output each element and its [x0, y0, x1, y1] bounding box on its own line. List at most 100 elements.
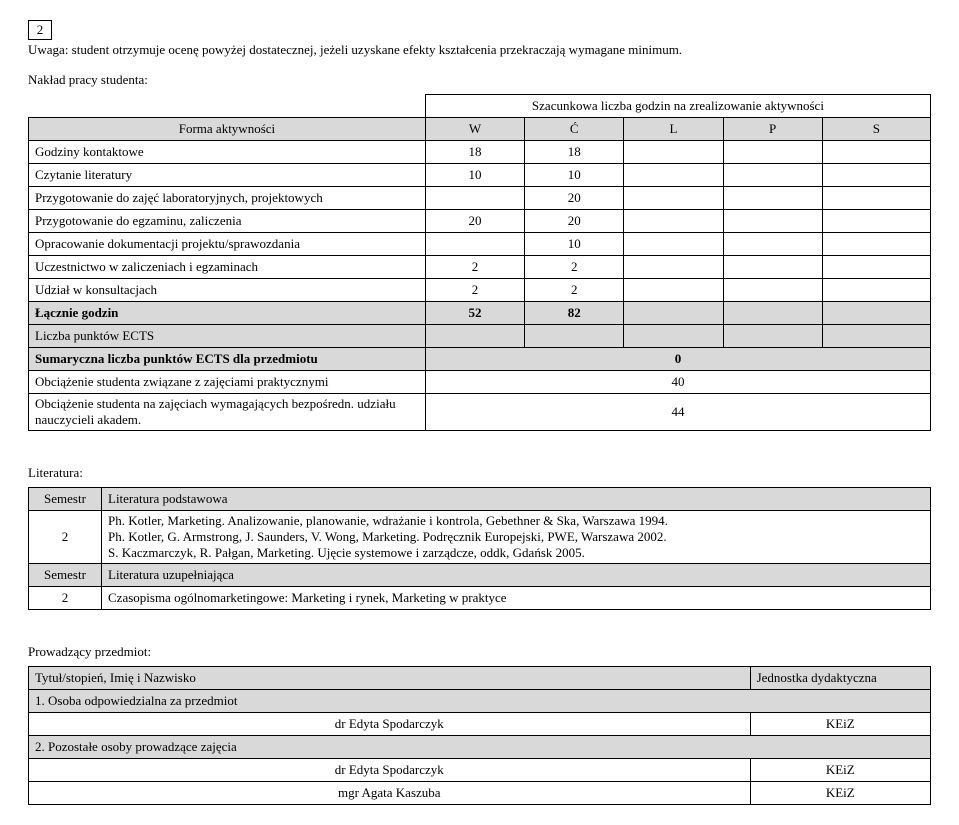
row-label: Uczestnictwo w zaliczeniach i egzaminach — [29, 256, 426, 279]
instructors-table: Tytuł/stopień, Imię i Nazwisko Jednostka… — [28, 666, 931, 805]
col-p: P — [723, 118, 822, 141]
cell: 2 — [525, 256, 624, 279]
cell — [425, 233, 524, 256]
workload-header-span: Szacunkowa liczba godzin na zrealizowani… — [425, 95, 930, 118]
supplementary-header: Literatura uzupełniająca — [102, 564, 931, 587]
literature-title: Literatura: — [28, 465, 931, 481]
instructor-head-right: Jednostka dydaktyczna — [750, 667, 930, 690]
workload-row: Godziny kontaktowe 18 18 — [29, 141, 931, 164]
workload-row: Opracowanie dokumentacji projektu/sprawo… — [29, 233, 931, 256]
lit-line: Ph. Kotler, G. Armstrong, J. Saunders, V… — [108, 529, 924, 545]
row-label: Czytanie literatury — [29, 164, 426, 187]
cell — [822, 233, 930, 256]
cell: 10 — [525, 233, 624, 256]
cell — [822, 141, 930, 164]
instructor-head-left: Tytuł/stopień, Imię i Nazwisko — [29, 667, 751, 690]
other-unit: KEiZ — [750, 759, 930, 782]
cell — [723, 210, 822, 233]
responsible-name: dr Edyta Spodarczyk — [29, 713, 751, 736]
row-label: Opracowanie dokumentacji projektu/sprawo… — [29, 233, 426, 256]
summary-value: 44 — [425, 394, 930, 431]
supplementary-sem: 2 — [29, 587, 102, 610]
cell: 20 — [525, 187, 624, 210]
top-cell-row: 2 — [28, 20, 931, 40]
other-unit: KEiZ — [750, 782, 930, 805]
literature-table: Semestr Literatura podstawowa 2 Ph. Kotl… — [28, 487, 931, 610]
sem-header: Semestr — [29, 488, 102, 511]
workload-title: Nakład pracy studenta: — [28, 72, 931, 88]
cell — [822, 256, 930, 279]
workload-row: Przygotowanie do egzaminu, zaliczenia 20… — [29, 210, 931, 233]
summary-row: Obciążenie studenta na zajęciach wymagaj… — [29, 394, 931, 431]
responsible-label: 1. Osoba odpowiedzialna za przedmiot — [29, 690, 931, 713]
workload-total-row: Łącznie godzin 52 82 — [29, 302, 931, 325]
cell: 10 — [525, 164, 624, 187]
row-label: Udział w konsultacjach — [29, 279, 426, 302]
lit-line: Ph. Kotler, Marketing. Analizowanie, pla… — [108, 513, 924, 529]
workload-table: Szacunkowa liczba godzin na zrealizowani… — [28, 94, 931, 431]
form-label: Forma aktywności — [29, 118, 426, 141]
cell: 20 — [525, 210, 624, 233]
cell — [425, 187, 524, 210]
responsible-unit: KEiZ — [750, 713, 930, 736]
ects-row: Liczba punktów ECTS — [29, 325, 931, 348]
col-w: W — [425, 118, 524, 141]
cell — [624, 233, 723, 256]
total-label: Łącznie godzin — [35, 305, 118, 320]
cell — [624, 256, 723, 279]
cell — [624, 164, 723, 187]
note-line: Uwaga: student otrzymuje ocenę powyżej d… — [28, 42, 931, 58]
instructors-title: Prowadzący przedmiot: — [28, 644, 931, 660]
summary-label: Obciążenie studenta na zajęciach wymagaj… — [29, 394, 426, 431]
col-s: S — [822, 118, 930, 141]
cell: 20 — [425, 210, 524, 233]
col-l: L — [624, 118, 723, 141]
workload-row: Czytanie literatury 10 10 — [29, 164, 931, 187]
cell — [822, 164, 930, 187]
summary-row: Sumaryczna liczba punktów ECTS dla przed… — [29, 348, 931, 371]
cell: 18 — [525, 141, 624, 164]
cell: 2 — [525, 279, 624, 302]
cell — [624, 141, 723, 164]
row-label: Godziny kontaktowe — [29, 141, 426, 164]
cell — [723, 302, 822, 325]
row-label: Przygotowanie do egzaminu, zaliczenia — [29, 210, 426, 233]
cell — [723, 233, 822, 256]
cell — [723, 187, 822, 210]
cell — [723, 279, 822, 302]
cell — [624, 210, 723, 233]
primary-content: Ph. Kotler, Marketing. Analizowanie, pla… — [102, 511, 931, 564]
workload-row: Udział w konsultacjach 2 2 — [29, 279, 931, 302]
cell — [822, 210, 930, 233]
row-label: Przygotowanie do zajęć laboratoryjnych, … — [29, 187, 426, 210]
cell: 10 — [425, 164, 524, 187]
workload-row: Przygotowanie do zajęć laboratoryjnych, … — [29, 187, 931, 210]
cell — [822, 302, 930, 325]
primary-header: Literatura podstawowa — [102, 488, 931, 511]
supplementary-content: Czasopisma ogólnomarketingowe: Marketing… — [102, 587, 931, 610]
cell: 2 — [425, 256, 524, 279]
cell — [822, 279, 930, 302]
cell — [624, 187, 723, 210]
summary-label: Obciążenie studenta związane z zajęciami… — [29, 371, 426, 394]
cell: 2 — [425, 279, 524, 302]
other-name: dr Edyta Spodarczyk — [29, 759, 751, 782]
cell — [723, 256, 822, 279]
cell: 18 — [425, 141, 524, 164]
other-name: mgr Agata Kaszuba — [29, 782, 751, 805]
cell: 82 — [568, 305, 581, 320]
cell — [822, 187, 930, 210]
top-cell: 2 — [28, 20, 52, 40]
primary-sem: 2 — [29, 511, 102, 564]
summary-value: 0 — [675, 351, 682, 366]
others-label: 2. Pozostałe osoby prowadzące zajęcia — [29, 736, 931, 759]
summary-value: 40 — [425, 371, 930, 394]
lit-line: S. Kaczmarczyk, R. Pałgan, Marketing. Uj… — [108, 545, 924, 561]
col-c: Ć — [525, 118, 624, 141]
sem-header: Semestr — [29, 564, 102, 587]
cell — [723, 141, 822, 164]
cell: 52 — [468, 305, 481, 320]
ects-label: Liczba punktów ECTS — [29, 325, 426, 348]
cell — [723, 164, 822, 187]
summary-row: Obciążenie studenta związane z zajęciami… — [29, 371, 931, 394]
